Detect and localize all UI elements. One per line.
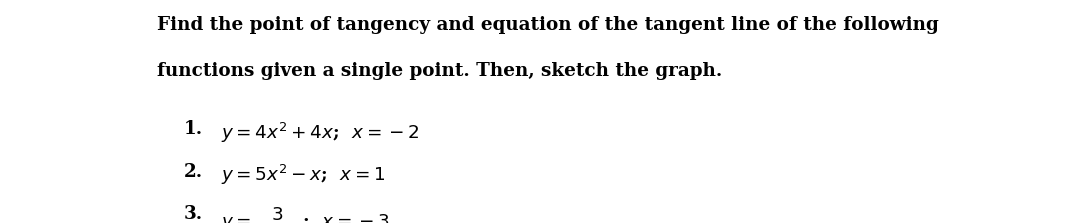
Text: $y = 4x^2 + 4x$;  $x = -2$: $y = 4x^2 + 4x$; $x = -2$ xyxy=(221,120,420,145)
Text: 2.: 2. xyxy=(184,163,203,181)
Text: functions given a single point. Then, sketch the graph.: functions given a single point. Then, sk… xyxy=(157,62,721,81)
Text: 3.: 3. xyxy=(184,205,203,223)
Text: Find the point of tangency and equation of the tangent line of the following: Find the point of tangency and equation … xyxy=(157,16,939,34)
Text: 1.: 1. xyxy=(184,120,203,138)
Text: $y = 5x^2 - x$;  $x = 1$: $y = 5x^2 - x$; $x = 1$ xyxy=(221,163,386,187)
Text: $y = \dfrac{3}{x+2}$;  $x = -3$: $y = \dfrac{3}{x+2}$; $x = -3$ xyxy=(221,205,391,223)
